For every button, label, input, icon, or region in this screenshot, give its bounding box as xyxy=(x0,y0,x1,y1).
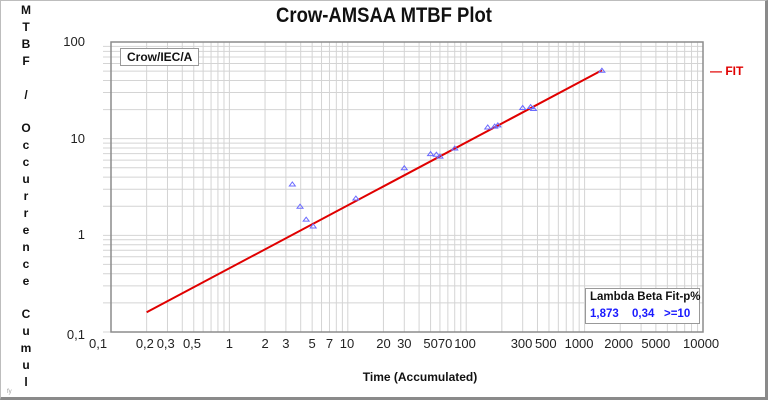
data-point-marker xyxy=(400,164,409,171)
x-tick-label: 10 xyxy=(339,336,355,351)
x-tick-label: 30 xyxy=(397,336,412,351)
data-point-marker xyxy=(490,123,499,129)
fit-line xyxy=(146,69,603,314)
y-axis-label: M T B F / O c c u r r e n c e C u m u l xyxy=(20,3,32,389)
method-tag: Crow/IEC/A xyxy=(120,48,200,66)
x-tick-label: 10000 xyxy=(683,336,720,351)
data-point-marker xyxy=(597,67,606,73)
data-point-marker xyxy=(302,216,311,222)
data-point-marker xyxy=(432,151,441,157)
x-tick-label: 7 xyxy=(325,336,334,351)
x-tick-label: 70 xyxy=(437,336,453,351)
x-tick-label: 5 xyxy=(308,336,316,351)
x-tick-label: 500 xyxy=(534,336,557,351)
x-tick-label: 1 xyxy=(225,336,234,351)
stats-fit-p: >=10 xyxy=(664,308,691,320)
data-point-marker xyxy=(493,122,502,128)
y-tick-label: 100 xyxy=(63,34,85,49)
data-point-marker xyxy=(518,104,527,111)
legend-line-icon: — xyxy=(710,64,726,78)
x-tick-label: 0,1 xyxy=(89,336,108,351)
x-axis-label: Time (Accumulated) xyxy=(362,370,478,384)
y-tick-label: 1 xyxy=(77,227,85,243)
legend: — FIT xyxy=(710,64,743,78)
data-point-marker xyxy=(529,105,538,112)
data-point-marker xyxy=(426,150,435,157)
stats-box: Lambda Beta Fit-p% 1,873 0,34 >=10 xyxy=(585,288,701,324)
x-tick-label: 0,2 xyxy=(135,336,154,351)
x-tick-label: 0,3 xyxy=(156,336,175,351)
data-point-marker xyxy=(450,145,459,151)
legend-label-fit: FIT xyxy=(725,64,744,78)
y-tick-label: 0,1 xyxy=(66,327,85,342)
stats-beta: 0,34 xyxy=(632,308,655,320)
x-tick-label: 2000 xyxy=(604,336,634,351)
x-tick-label: 0,5 xyxy=(182,336,202,351)
corner-glyph: fy xyxy=(7,389,12,395)
x-tick-label: 5000 xyxy=(641,336,671,351)
x-tick-label: 20 xyxy=(376,336,391,351)
data-point-marker xyxy=(526,103,535,110)
plot-frame xyxy=(110,41,704,333)
data-point-marker xyxy=(309,223,318,229)
x-tick-label: 100 xyxy=(454,336,476,351)
x-tick-label: 50 xyxy=(423,336,438,351)
x-tick-label: 300 xyxy=(510,336,533,351)
stats-lambda: 1,873 xyxy=(590,308,619,320)
data-point-marker xyxy=(288,181,297,187)
data-point-marker xyxy=(296,203,305,209)
data-point-marker xyxy=(351,195,360,201)
data-point-marker xyxy=(435,153,444,159)
x-tick-label: 2 xyxy=(261,336,269,351)
x-tick-label: 1000 xyxy=(564,336,594,351)
data-point-marker xyxy=(483,124,492,130)
y-tick-label: 10 xyxy=(70,130,85,146)
chart-title: Crow-AMSAA MTBF Plot xyxy=(276,4,492,27)
x-tick-label: 3 xyxy=(282,336,290,351)
stats-header: Lambda Beta Fit-p% xyxy=(590,291,701,303)
